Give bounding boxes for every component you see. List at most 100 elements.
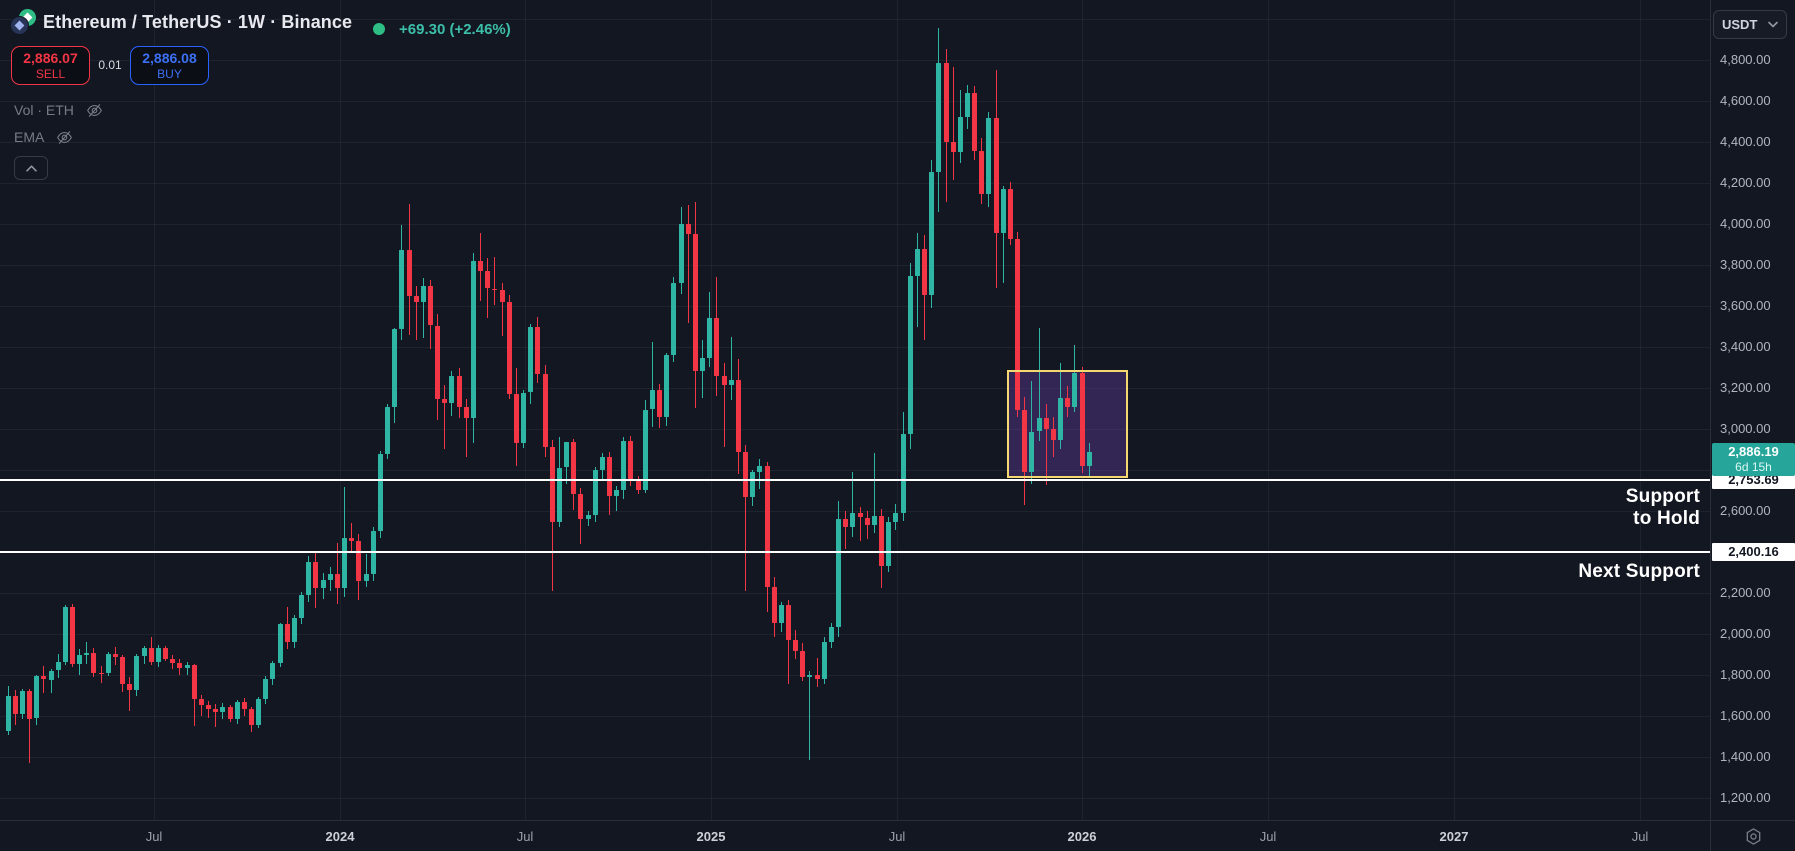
candle-wick: [759, 459, 761, 489]
candle: [1000, 188, 1006, 233]
candle-wick: [745, 445, 746, 591]
price-axis[interactable]: 4,800.00 4,600.00 4,400.00 4,200.00 4,000.00…: [1710, 0, 1795, 851]
support-line[interactable]: [0, 551, 1710, 553]
sell-button[interactable]: 2,886.07 SELL: [11, 46, 90, 85]
price-axis-label: 4,200.00: [1720, 175, 1771, 190]
price-axis-label: 1,400.00: [1720, 749, 1771, 764]
legend-ema-row[interactable]: EMA: [14, 129, 73, 145]
price-axis-label: 4,800.00: [1720, 52, 1771, 67]
symbol-header[interactable]: Ethereum / TetherUS · 1W · Binance: [10, 8, 352, 36]
candle: [585, 514, 591, 519]
candle: [657, 389, 663, 417]
price-axis-label: 2,000.00: [1720, 626, 1771, 641]
candle: [929, 171, 935, 296]
candle: [986, 117, 992, 194]
candle: [270, 663, 276, 679]
candle: [664, 355, 670, 417]
candle: [900, 433, 906, 513]
price-axis-label: 2,200.00: [1720, 585, 1771, 600]
market-status-icon[interactable]: [373, 23, 385, 35]
candle: [972, 92, 978, 152]
buy-button[interactable]: 2,886.08 BUY: [130, 46, 209, 85]
candle-wick: [129, 677, 131, 712]
legend-volume-row[interactable]: Vol · ETH: [14, 102, 103, 118]
candle: [284, 624, 290, 642]
highlight-box[interactable]: [1007, 369, 1128, 478]
candle: [771, 587, 777, 624]
candle: [127, 683, 133, 690]
grid-line-v: [1268, 0, 1269, 820]
support-line[interactable]: [0, 478, 1710, 481]
candle: [750, 471, 756, 497]
candle: [299, 594, 305, 618]
candle: [907, 275, 913, 434]
candle: [950, 142, 956, 152]
chevron-up-icon: [25, 164, 37, 172]
time-axis-label: Jul: [1259, 829, 1277, 844]
candle: [55, 662, 61, 671]
grid-line-h: [0, 183, 1710, 184]
candle: [556, 467, 562, 522]
candle: [456, 376, 462, 407]
price-axis-label: 1,200.00: [1720, 790, 1771, 805]
candle: [1086, 452, 1092, 467]
candle: [1072, 372, 1078, 407]
time-axis-label: Jul: [1631, 829, 1649, 844]
candle: [27, 691, 32, 719]
grid-line-h: [0, 265, 1710, 266]
sell-label: SELL: [35, 66, 66, 81]
grid-line-h: [0, 716, 1710, 717]
candle: [814, 674, 820, 680]
candle: [62, 607, 68, 663]
currency-label: USDT: [1722, 17, 1758, 32]
candle: [886, 521, 892, 566]
candle: [542, 374, 548, 448]
ema-indicator-label: EMA: [14, 129, 45, 145]
candle: [1015, 238, 1021, 410]
grid-line-h: [0, 224, 1710, 225]
candle: [184, 665, 190, 669]
candle: [979, 151, 985, 194]
candle: [356, 541, 362, 582]
candle: [1065, 397, 1071, 407]
chart-plot-area[interactable]: Support to Hold Next Support: [0, 0, 1710, 820]
grid-line-v: [897, 0, 898, 820]
candle-wick: [952, 67, 954, 180]
support-to-hold-annotation[interactable]: Support to Hold: [1625, 486, 1700, 529]
candle-wick: [687, 205, 689, 323]
candle: [857, 512, 863, 518]
eye-off-icon[interactable]: [56, 130, 73, 145]
next-support-annotation[interactable]: Next Support: [1578, 561, 1700, 582]
candle: [735, 380, 741, 452]
currency-selector-button[interactable]: USDT: [1713, 10, 1787, 39]
candle: [764, 466, 770, 588]
candle-wick: [852, 472, 854, 538]
price-axis-label: 3,600.00: [1720, 298, 1771, 313]
gear-icon: [1746, 828, 1761, 845]
candle: [785, 604, 791, 640]
candle: [206, 705, 211, 710]
collapse-legend-button[interactable]: [14, 156, 48, 180]
candle-wick: [616, 486, 618, 511]
grid-line-v: [340, 0, 341, 820]
candle: [549, 447, 555, 522]
candle-wick: [336, 542, 338, 604]
candle: [342, 537, 347, 589]
candle: [1050, 429, 1056, 440]
candle: [241, 702, 247, 710]
candle-wick: [1038, 327, 1040, 441]
grid-line-v: [711, 0, 712, 820]
eye-off-icon[interactable]: [86, 103, 103, 118]
time-axis[interactable]: Jul 2024 Jul 2025 Jul 2026 Jul 2027 Jul: [0, 820, 1795, 851]
last-price-value: 2,886.19: [1728, 444, 1779, 460]
eth-usdt-pair-icon: [10, 9, 36, 35]
grid-line-h: [0, 388, 1710, 389]
axis-settings-corner[interactable]: [1710, 820, 1795, 851]
candle: [592, 470, 598, 515]
candle-wick: [1002, 186, 1004, 284]
candle-wick: [415, 285, 417, 340]
grid-line-h: [0, 347, 1710, 348]
candle: [1007, 188, 1013, 239]
candle: [120, 657, 126, 684]
